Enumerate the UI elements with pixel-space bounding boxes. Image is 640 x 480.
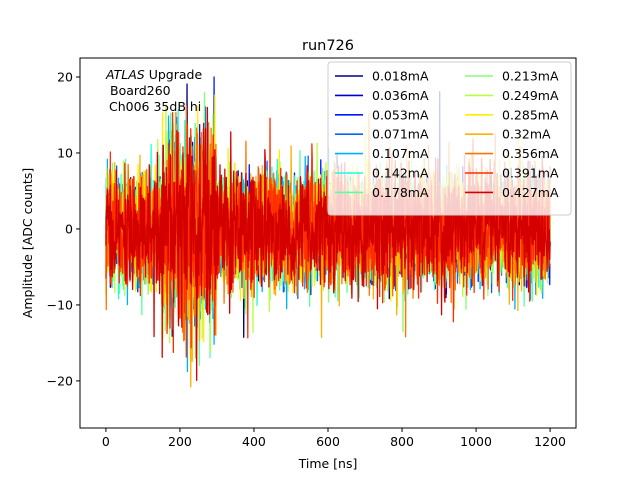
annotation-upgrade: Upgrade	[145, 67, 203, 82]
legend-item: 0.142mA	[335, 166, 429, 181]
annotation-atlas: ATLAS	[105, 67, 145, 82]
legend-item: 0.107mA	[335, 146, 429, 161]
y-tick-label: 10	[57, 145, 73, 160]
chart-title: run726	[302, 38, 354, 54]
legend-label: 0.107mA	[372, 146, 429, 161]
legend-label: 0.036mA	[372, 88, 429, 103]
y-tick-label: −10	[47, 297, 73, 312]
x-axis: 0 200 400 600 800 1000 1200	[102, 428, 566, 449]
legend-label: 0.427mA	[502, 185, 559, 200]
legend-label: 0.178mA	[372, 185, 429, 200]
legend-item: 0.071mA	[335, 127, 429, 142]
legend-item: 0.356mA	[465, 146, 559, 161]
legend-item: 0.178mA	[335, 185, 429, 200]
y-tick-label: −20	[47, 373, 73, 388]
legend-item: 0.018mA	[335, 69, 429, 84]
legend-item: 0.036mA	[335, 88, 429, 103]
legend-label: 0.391mA	[502, 166, 559, 181]
x-tick-label: 800	[390, 434, 414, 449]
x-axis-label: Time [ns]	[298, 456, 358, 471]
y-tick-label: 20	[57, 69, 73, 84]
y-axis-label: Amplitude [ADC counts]	[20, 168, 35, 318]
annotation-line-1: ATLAS Upgrade	[105, 67, 202, 82]
x-tick-label: 1200	[534, 434, 566, 449]
legend-item: 0.391mA	[465, 166, 559, 181]
legend-box	[327, 61, 572, 216]
legend-label: 0.071mA	[372, 127, 429, 142]
legend-label: 0.142mA	[372, 166, 429, 181]
annotation: ATLAS Upgrade Board260 Ch006 35dB hi	[105, 67, 202, 114]
x-tick-label: 0	[102, 434, 110, 449]
legend-item: 0.249mA	[465, 88, 559, 103]
legend-label: 0.213mA	[502, 69, 559, 84]
legend-label: 0.356mA	[502, 146, 559, 161]
legend-item: 0.32mA	[465, 127, 551, 142]
legend-label: 0.249mA	[502, 88, 559, 103]
annotation-line-3: Ch006 35dB hi	[109, 99, 201, 114]
x-tick-label: 600	[316, 434, 340, 449]
series-line	[105, 106, 551, 382]
legend-label: 0.053mA	[372, 107, 429, 122]
annotation-line-2: Board260	[110, 83, 171, 98]
legend-item: 0.427mA	[465, 185, 559, 200]
x-tick-label: 200	[168, 434, 192, 449]
x-tick-label: 1000	[460, 434, 492, 449]
legend-item: 0.053mA	[335, 107, 429, 122]
x-tick-label: 400	[242, 434, 266, 449]
legend: 0.018mA 0.036mA 0.053mA 0.071mA 0.107mA 0.142…	[327, 61, 572, 216]
legend-label: 0.285mA	[502, 107, 559, 122]
y-tick-label: 0	[65, 221, 73, 236]
y-axis: −20 −10 0 10 20	[47, 69, 80, 388]
legend-label: 0.018mA	[372, 69, 429, 84]
legend-label: 0.32mA	[502, 127, 551, 142]
legend-item: 0.213mA	[465, 69, 559, 84]
legend-item: 0.285mA	[465, 107, 559, 122]
